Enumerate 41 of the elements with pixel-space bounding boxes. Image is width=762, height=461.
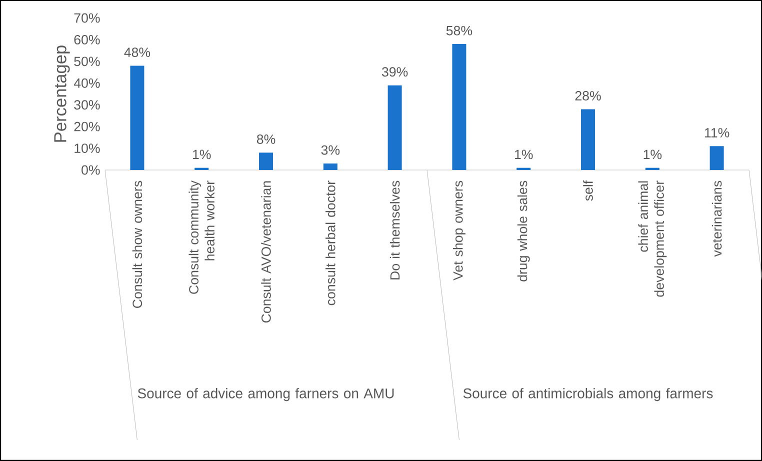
y-tick-label: 70%	[74, 13, 100, 23]
bar	[130, 66, 144, 170]
x-tick-label: chief animal development officer	[638, 180, 667, 297]
y-tick-label: 20%	[74, 122, 100, 132]
source-note: Source of antimicrobials among farmers	[463, 388, 713, 402]
data-label: 11%	[704, 128, 730, 138]
bar	[259, 152, 274, 170]
data-label: 1%	[192, 150, 211, 160]
x-tick-label: self	[583, 180, 593, 201]
y-tick-label: 40%	[74, 78, 100, 88]
y-tick-label: 60%	[74, 35, 100, 44]
bar	[516, 168, 531, 170]
y-tick-label: 30%	[74, 100, 100, 110]
x-tick-label: Do it themselves	[390, 180, 400, 280]
y-tick-label: 50%	[74, 56, 100, 66]
data-label: 39%	[382, 67, 408, 77]
x-tick-label: Vet shop owners	[452, 180, 466, 280]
y-axis-title: Percentagep	[54, 46, 70, 142]
bar	[581, 109, 596, 170]
data-label: 28%	[575, 91, 601, 100]
bar	[323, 163, 338, 170]
data-label: 3%	[321, 145, 340, 155]
bar	[452, 44, 466, 170]
data-label: 48%	[124, 48, 150, 58]
x-tick-label: drug whole sales	[517, 180, 530, 282]
bar	[710, 146, 724, 170]
x-tick-label: Consult show owners	[132, 180, 142, 308]
x-tick-label: Consult AVO/vetenarian	[261, 181, 271, 323]
x-tick-label: veterinarians	[712, 180, 722, 257]
data-label: 1%	[515, 150, 533, 160]
y-tick-label: 0%	[82, 165, 100, 175]
bar	[388, 85, 402, 170]
data-label: 58%	[446, 26, 472, 36]
x-tick-label: consult herbal doctor	[326, 180, 336, 306]
x-tick-label: Consult community health worker	[188, 180, 214, 294]
bar	[194, 168, 209, 170]
data-label: 8%	[256, 134, 276, 144]
y-tick-label: 10%	[74, 144, 100, 154]
source-note: Source of advice among farners on AMU	[138, 388, 394, 402]
data-label: 1%	[644, 150, 662, 160]
bar	[645, 168, 660, 170]
